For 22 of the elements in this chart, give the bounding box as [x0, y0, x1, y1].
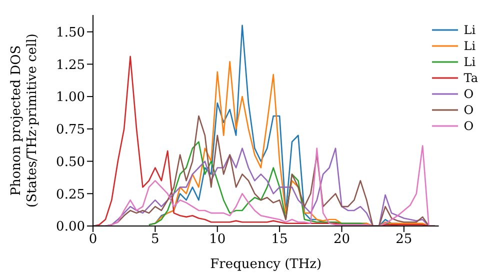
x-tick-label: 5	[151, 232, 160, 248]
legend-label: O	[464, 118, 474, 134]
y-tick-label: 1.25	[56, 58, 85, 73]
legend-label: Li	[464, 22, 476, 38]
y-tick-label: 0.50	[56, 154, 85, 170]
y-tick-label: 0.25	[56, 187, 85, 202]
legend-label: O	[464, 86, 474, 102]
y-tick-label: 0.75	[56, 122, 85, 138]
y-axis-title: Phonon projected DOS (States/THz·primitive cell)	[9, 33, 40, 208]
legend-label: Ta	[464, 70, 478, 86]
y-tick-label: 1.00	[56, 90, 85, 106]
x-tick-label: 15	[271, 232, 288, 248]
x-tick-label: 0	[88, 232, 98, 248]
legend-label: Li	[464, 54, 476, 70]
y-tick-label: 0.00	[56, 220, 85, 235]
x-tick-label: 10	[209, 232, 226, 248]
x-tick-label: 25	[396, 232, 412, 248]
legend-label: O	[464, 102, 474, 118]
legend-label: Li	[464, 38, 476, 54]
x-axis-title: Frequency (THz)	[210, 257, 322, 272]
x-tick-label: 20	[333, 232, 350, 248]
y-tick-label: 1.50	[56, 25, 85, 40]
